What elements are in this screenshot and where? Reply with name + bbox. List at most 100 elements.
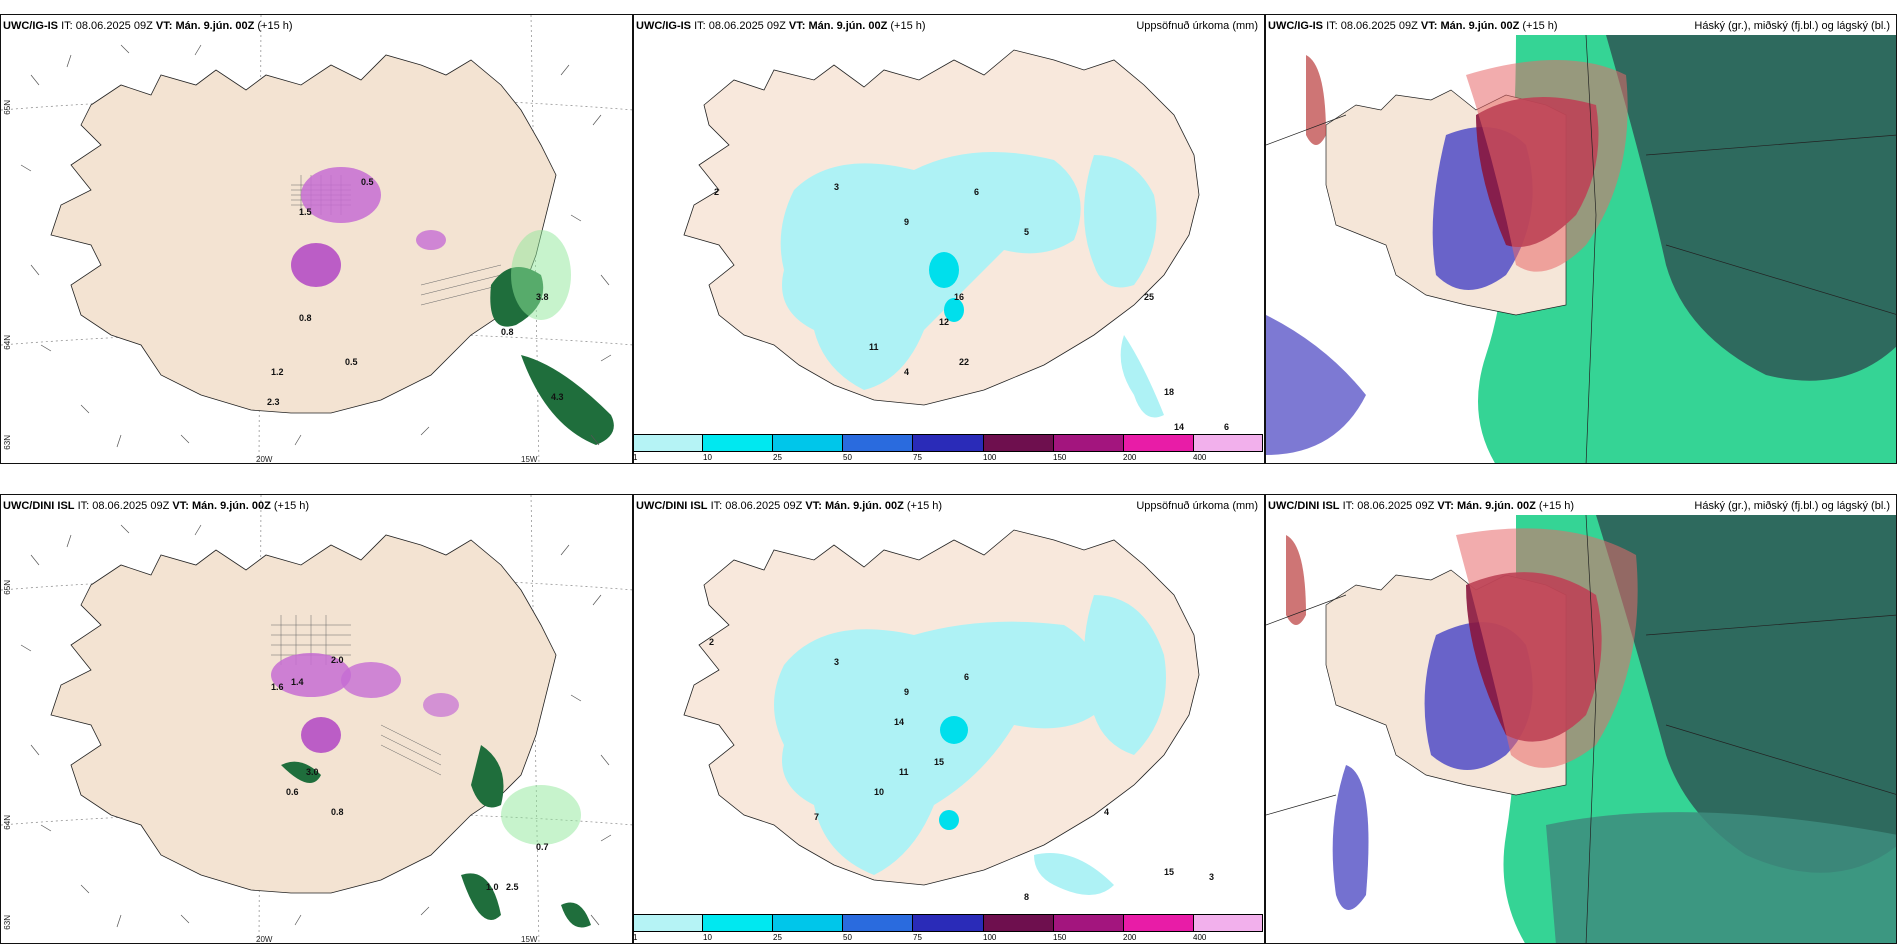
colorbar-swatch: [1193, 434, 1263, 452]
svg-text:1.5: 1.5: [299, 207, 312, 217]
low-cloud-dark: [1606, 35, 1896, 381]
colorbar-swatch: [773, 434, 844, 452]
precip-shading-dark: [939, 716, 968, 830]
svg-text:11: 11: [899, 767, 909, 777]
svg-text:1.6: 1.6: [271, 682, 284, 692]
colorbar-bottom: [633, 914, 1263, 938]
svg-text:4: 4: [1104, 807, 1109, 817]
svg-text:7: 7: [814, 812, 819, 822]
panel-header: UWC/IG-IS IT: 08.06.2025 09Z VT: Mán. 9.…: [3, 20, 293, 32]
svg-text:9: 9: [904, 687, 909, 697]
colorbar-swatch: [633, 914, 704, 932]
svg-text:0.8: 0.8: [501, 327, 514, 337]
svg-text:0.5: 0.5: [345, 357, 358, 367]
svg-text:4.3: 4.3: [551, 392, 564, 402]
lat-label-65n: 65N: [3, 100, 12, 115]
svg-text:2.5: 2.5: [506, 882, 519, 892]
high-cloud-fringe: [1466, 60, 1628, 272]
wind-barbs: [20, 524, 612, 928]
lat-label-65n: 65N: [3, 580, 12, 595]
panel-dini-accum: UWC/DINI ISL IT: 08.06.2025 09Z VT: Mán.…: [633, 494, 1265, 944]
colorbar-swatch: [913, 434, 984, 452]
wind-barbs: [20, 44, 612, 448]
high-cloud-west: [1286, 535, 1306, 625]
panel-title: Uppsöfnuð úrkoma (mm): [1136, 500, 1258, 512]
lon-label-20w: 20W: [256, 935, 273, 944]
high-cloud-west: [1306, 55, 1326, 145]
colorbar-tick: 1: [633, 933, 638, 942]
precip-values: 0.5 1.5 0.8 0.5 2.3 1.2 0.8 3.8 4.3: [267, 177, 564, 407]
svg-text:6: 6: [974, 187, 979, 197]
svg-text:15: 15: [934, 757, 944, 767]
svg-text:4: 4: [904, 367, 909, 377]
colorbar-swatch: [983, 914, 1054, 932]
svg-text:0.8: 0.8: [331, 807, 344, 817]
cloud-cover-map: [1266, 15, 1896, 463]
colorbar-tick: 400: [1193, 453, 1207, 462]
panel-dini-clouds: UWC/DINI ISL IT: 08.06.2025 09Z VT: Mán.…: [1265, 494, 1897, 944]
panel-header: UWC/IG-IS IT: 08.06.2025 09Z VT: Mán. 9.…: [636, 20, 926, 32]
svg-text:2: 2: [714, 187, 719, 197]
colorbar-swatch: [703, 434, 774, 452]
wind-map: 2.0 1.6 1.4 3.0 0.6 0.8 1.0 2.5 0.7: [1, 495, 632, 943]
svg-text:3: 3: [834, 182, 839, 192]
colorbar-swatch: [1053, 914, 1124, 932]
colorbar-tick: 200: [1123, 933, 1137, 942]
colorbar-swatch: [773, 914, 844, 932]
panel-header: UWC/IG-IS IT: 08.06.2025 09Z VT: Mán. 9.…: [1268, 20, 1558, 32]
svg-text:10: 10: [874, 787, 884, 797]
svg-text:18: 18: [1164, 387, 1174, 397]
lon-label-15w: 15W: [521, 935, 538, 944]
colorbar-swatch: [1193, 914, 1263, 932]
colorbar-tick: 100: [983, 453, 997, 462]
panel-header: UWC/DINI ISL IT: 08.06.2025 09Z VT: Mán.…: [1268, 500, 1575, 512]
lat-label-64n: 64N: [3, 815, 12, 830]
colorbar-swatch: [843, 434, 914, 452]
colorbar-tick: 50: [843, 453, 852, 462]
colorbar-swatch: [633, 434, 704, 452]
colorbar-tick: 150: [1053, 933, 1067, 942]
colorbar-tick: 25: [773, 933, 782, 942]
country-borders: [1266, 514, 1896, 943]
svg-text:3.8: 3.8: [536, 292, 549, 302]
accum-precip-map: 2 3 6 9 10 14 15 11 7 4 15 3 8: [683, 529, 1214, 902]
svg-text:2: 2: [709, 637, 714, 647]
svg-text:2.3: 2.3: [267, 397, 280, 407]
lat-label-63n: 63N: [3, 435, 12, 450]
low-cloud-dark: [1596, 515, 1896, 873]
svg-text:8: 8: [1024, 892, 1029, 902]
mid-cloud-west: [1332, 765, 1369, 910]
panel-header: UWC/DINI ISL IT: 08.06.2025 09Z VT: Mán.…: [636, 500, 943, 512]
accum-values: 2 3 6 9 10 14 15 11 7 4 15 3 8: [709, 637, 1214, 902]
svg-text:25: 25: [1144, 292, 1154, 302]
panel-dini-wind: UWC/DINI ISL IT: 08.06.2025 09Z VT: Mán.…: [0, 494, 633, 944]
precip-shading: [271, 653, 591, 928]
svg-text:14: 14: [894, 717, 904, 727]
svg-text:9: 9: [904, 217, 909, 227]
wind-map: 0.5 1.5 0.8 0.5 2.3 1.2 0.8 3.8 4.3: [1, 15, 632, 463]
panel-title: Háský (gr.), miðský (fj.bl.) og lágský (…: [1694, 500, 1890, 512]
colorbar-tick: 25: [773, 453, 782, 462]
colorbar-tick: 1: [633, 453, 638, 462]
accum-precip-map: 2 3 6 9 5 16 12 22 25 11 4 18 14 6: [683, 49, 1229, 432]
svg-text:3.0: 3.0: [306, 767, 319, 777]
svg-text:6: 6: [1224, 422, 1229, 432]
svg-text:0.5: 0.5: [361, 177, 374, 187]
colorbar-top: [633, 434, 1263, 458]
colorbar-tick: 75: [913, 453, 922, 462]
low-cloud-south: [1546, 812, 1896, 943]
high-cloud-fringe: [1456, 528, 1638, 768]
colorbar-swatch: [703, 914, 774, 932]
panel-title: Háský (gr.), miðský (fj.bl.) og lágský (…: [1694, 20, 1890, 32]
panel-ig-is-clouds: UWC/IG-IS IT: 08.06.2025 09Z VT: Mán. 9.…: [1265, 14, 1897, 464]
colorbar-swatch: [983, 434, 1054, 452]
precip-shading: [774, 595, 1166, 895]
svg-text:3: 3: [834, 657, 839, 667]
colorbar-tick: 400: [1193, 933, 1207, 942]
mid-cloud-west: [1266, 315, 1366, 455]
svg-text:0.7: 0.7: [536, 842, 549, 852]
lat-label-63n: 63N: [3, 915, 12, 930]
colorbar-swatch: [1123, 914, 1194, 932]
lon-label-20w: 20W: [256, 455, 273, 464]
svg-text:12: 12: [939, 317, 949, 327]
